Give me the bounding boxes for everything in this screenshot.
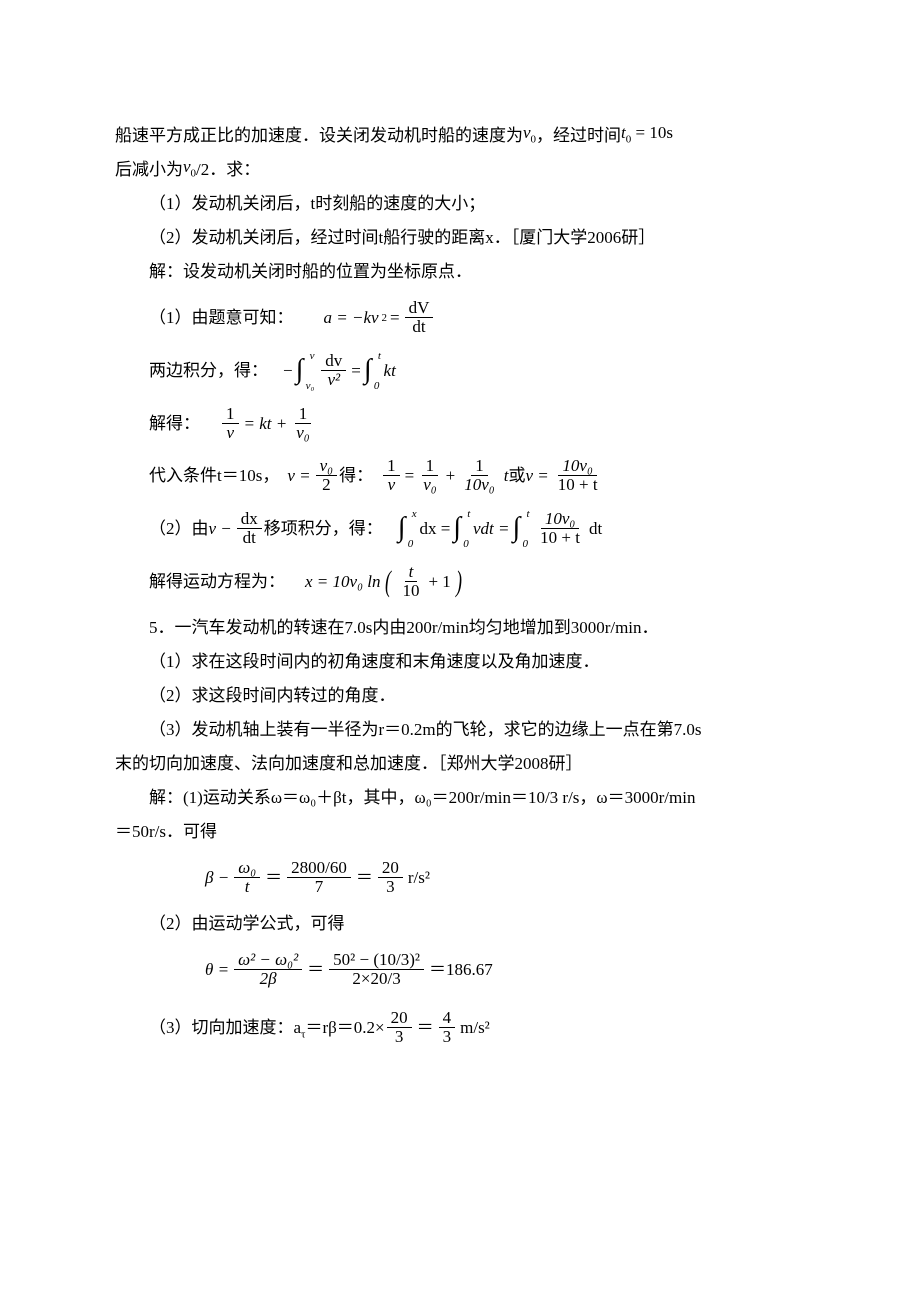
p5-eq2: θ = ω² − ω₀² 2β ＝ 50² − (10/3)² 2×20/3 ＝… bbox=[115, 947, 820, 993]
text: /2．求： bbox=[196, 156, 260, 183]
p5-q1: （1）求在这段时间内的初角速度和末角速度以及角加速度． bbox=[115, 645, 820, 679]
step4-label-b: 得： bbox=[339, 459, 373, 493]
text: ，经过时间 bbox=[536, 122, 621, 149]
p5-q3a: （3）发动机轴上装有一半径为r＝0.2m的飞轮，求它的边缘上一点在第7.0s bbox=[115, 713, 820, 747]
p4-step5: （2）由 v − dx dt 移项积分，得： ∫x0 dx = ∫t0 vdt … bbox=[115, 505, 820, 553]
p5-q3b: 末的切向加速度、法向加速度和总加速度．［郑州大学2008研］ bbox=[115, 747, 820, 781]
step5-eq1: v − dx dt bbox=[209, 510, 264, 548]
p5-eq1: β − ω₀ t ＝ 2800/60 7 ＝ 20 3 r/s² bbox=[115, 855, 820, 901]
p5-sol1b: ＝50r/s．可得 bbox=[115, 815, 820, 849]
step6-eq: x = 10v₀ ln ( t 10 + 1 ) bbox=[305, 563, 464, 601]
p5-eq2-math: θ = ω² − ω₀² 2β ＝ 50² − (10/3)² 2×20/3 ＝… bbox=[205, 951, 493, 989]
step4-eq3: v = 10v₀ 10 + t bbox=[525, 457, 603, 495]
p5-eq1-math: β − ω₀ t ＝ 2800/60 7 ＝ 20 3 r/s² bbox=[205, 859, 430, 897]
step1-label: （1）由题意可知： bbox=[115, 301, 294, 335]
var-v0-2: v0 bbox=[183, 153, 196, 183]
p4-intro-line2: 后减小为 v0 /2．求： bbox=[115, 153, 820, 183]
p4-step3: 解得： 1 v = kt + 1 v₀ bbox=[115, 401, 820, 447]
step1-eq: a = −kv2 = dV dt bbox=[324, 299, 436, 337]
step5-label-a: （2）由 bbox=[115, 512, 209, 546]
var-v0: v0 bbox=[523, 119, 536, 149]
p5-eq3-math: 20 3 ＝ 4 3 m/s² bbox=[385, 1009, 490, 1047]
step3-eq: 1 v = kt + 1 v₀ bbox=[220, 405, 316, 443]
p5-sol3: （3）切向加速度：aτ＝rβ＝0.2× 20 3 ＝ 4 3 m/s² bbox=[115, 1005, 820, 1051]
p4-intro-line1: 船速平方成正比的加速度．设关闭发动机时船的速度为 v0 ，经过时间 t0 = 1… bbox=[115, 119, 820, 149]
step4-label-a: 代入条件t＝10s， bbox=[115, 459, 279, 493]
step4-eq2: 1 v = 1 v₀ + 1 10v₀ t bbox=[381, 457, 508, 495]
p5-sol2-label: （2）由运动学公式，可得 bbox=[115, 907, 820, 941]
step5-label-b: 移项积分，得： bbox=[264, 512, 383, 546]
sol3-label: （3）切向加速度：aτ＝rβ＝0.2× bbox=[149, 1011, 385, 1045]
text: 船速平方成正比的加速度．设关闭发动机时船的速度为 bbox=[115, 122, 523, 149]
p5-sol1a: 解：(1)运动关系ω＝ω₀＋βt，其中，ω₀＝200r/min＝10/3 r/s… bbox=[115, 781, 820, 815]
p4-step1: （1）由题意可知： a = −kv2 = dV dt bbox=[115, 295, 820, 341]
p4-step4: 代入条件t＝10s， v = v₀ 2 得： 1 v = 1 v₀ + 1 10… bbox=[115, 453, 820, 499]
step6-label: 解得运动方程为： bbox=[115, 565, 285, 599]
text: 后减小为 bbox=[115, 156, 183, 183]
p5-intro: 5．一汽车发动机的转速在7.0s内由200r/min均匀地增加到3000r/mi… bbox=[115, 611, 820, 645]
step4-eq1: v = v₀ 2 bbox=[287, 457, 339, 495]
p4-step6: 解得运动方程为： x = 10v₀ ln ( t 10 + 1 ) bbox=[115, 559, 820, 605]
p5-q2: （2）求这段时间内转过的角度． bbox=[115, 679, 820, 713]
p4-q1: （1）发动机关闭后，t时刻船的速度的大小； bbox=[115, 187, 820, 221]
var-t0: t0 = 10s bbox=[621, 119, 673, 149]
step2-eq: − ∫vv₀ dv v² = ∫t0 kt bbox=[283, 347, 396, 395]
step2-label: 两边积分，得： bbox=[115, 354, 268, 388]
step3-label: 解得： bbox=[115, 407, 200, 441]
step5-eq2: ∫x0 dx = ∫t0 vdt = ∫t0 10v₀ 10 + t dt bbox=[398, 505, 602, 553]
p4-sol-head: 解：设发动机关闭时船的位置为坐标原点． bbox=[115, 255, 820, 289]
p4-q2: （2）发动机关闭后，经过时间t船行驶的距离x．［厦门大学2006研］ bbox=[115, 221, 820, 255]
step4-label-c: 或 bbox=[508, 459, 525, 493]
p4-step2: 两边积分，得： − ∫vv₀ dv v² = ∫t0 kt bbox=[115, 347, 820, 395]
